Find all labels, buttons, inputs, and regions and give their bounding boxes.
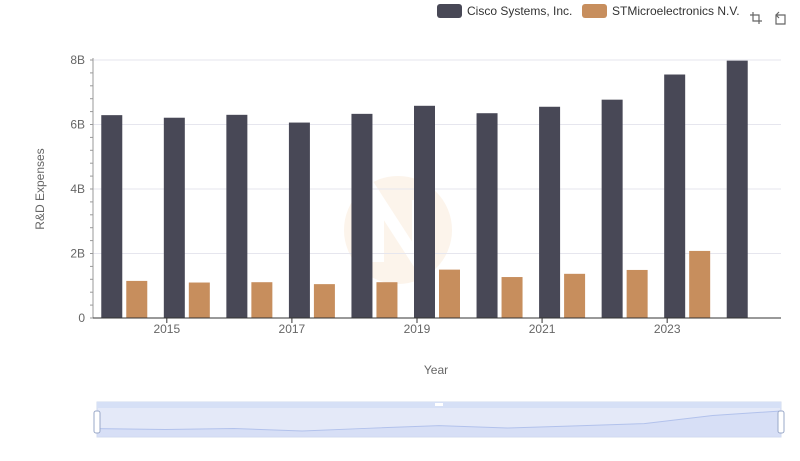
- bar-cisco-2024[interactable]: [726, 60, 748, 319]
- axes: 0 2B 4B 6B 8B 2015 2017 2019 2021 2023: [70, 53, 781, 336]
- zoom-icon[interactable]: [749, 11, 763, 25]
- bar-stmicro-2017[interactable]: [313, 284, 335, 318]
- data-zoom-area: [97, 411, 781, 437]
- bar-cisco-2023[interactable]: [664, 74, 686, 318]
- y-axis-title: R&D Expenses: [33, 148, 47, 229]
- bar-stmicro-2016[interactable]: [251, 282, 273, 318]
- y-tick-label: 2B: [70, 247, 85, 261]
- bar-cisco-2016[interactable]: [226, 114, 248, 318]
- bar-cisco-2020[interactable]: [476, 113, 498, 319]
- bar-stmicro-2019[interactable]: [439, 269, 460, 318]
- y-tick-label: 4B: [70, 182, 85, 196]
- y-tick-label: 0: [78, 311, 85, 325]
- legend-item-stmicro[interactable]: STMicroelectronics N.V.: [582, 4, 740, 18]
- data-zoom-slider[interactable]: [93, 401, 785, 438]
- legend-label-cisco: Cisco Systems, Inc.: [467, 4, 573, 18]
- bar-cisco-2018[interactable]: [351, 113, 373, 318]
- data-zoom-grip[interactable]: [435, 403, 443, 406]
- x-tick-label: 2015: [153, 322, 180, 336]
- legend-swatch-cisco: [437, 4, 462, 18]
- bar-stmicro-2015[interactable]: [188, 282, 210, 318]
- bar-stmicro-2018[interactable]: [376, 282, 398, 318]
- data-zoom-handle-left[interactable]: [93, 410, 101, 434]
- legend-swatch-stmicro: [582, 4, 607, 18]
- x-tick-label: 2019: [404, 322, 431, 336]
- restore-icon[interactable]: [773, 11, 787, 25]
- x-tick-label: 2021: [529, 322, 556, 336]
- x-tick-label: 2023: [654, 322, 681, 336]
- bar-cisco-2017[interactable]: [288, 122, 310, 318]
- data-zoom-handle-right[interactable]: [777, 410, 785, 434]
- bar-stmicro-2014[interactable]: [126, 280, 148, 318]
- x-axis-title: Year: [424, 363, 448, 377]
- x-tick-label: 2017: [279, 322, 306, 336]
- bar-stmicro-2020[interactable]: [501, 277, 523, 318]
- data-zoom-line: [96, 410, 782, 432]
- bar-cisco-2014[interactable]: [101, 115, 123, 319]
- y-tick-label: 8B: [70, 53, 85, 67]
- bar-cisco-2022[interactable]: [601, 99, 623, 318]
- bar-stmicro-2023[interactable]: [689, 250, 711, 318]
- bar-cisco-2021[interactable]: [539, 106, 561, 318]
- bar-stmicro-2022[interactable]: [626, 269, 648, 318]
- bars: [101, 60, 748, 319]
- legend-label-stmicro: STMicroelectronics N.V.: [612, 4, 740, 18]
- y-tick-label: 6B: [70, 118, 85, 132]
- bar-cisco-2019[interactable]: [414, 105, 435, 318]
- legend-item-cisco[interactable]: Cisco Systems, Inc.: [437, 4, 572, 18]
- bar-cisco-2015[interactable]: [163, 117, 185, 318]
- bar-stmicro-2021[interactable]: [564, 273, 586, 318]
- legend: Cisco Systems, Inc. STMicroelectronics N…: [0, 4, 800, 25]
